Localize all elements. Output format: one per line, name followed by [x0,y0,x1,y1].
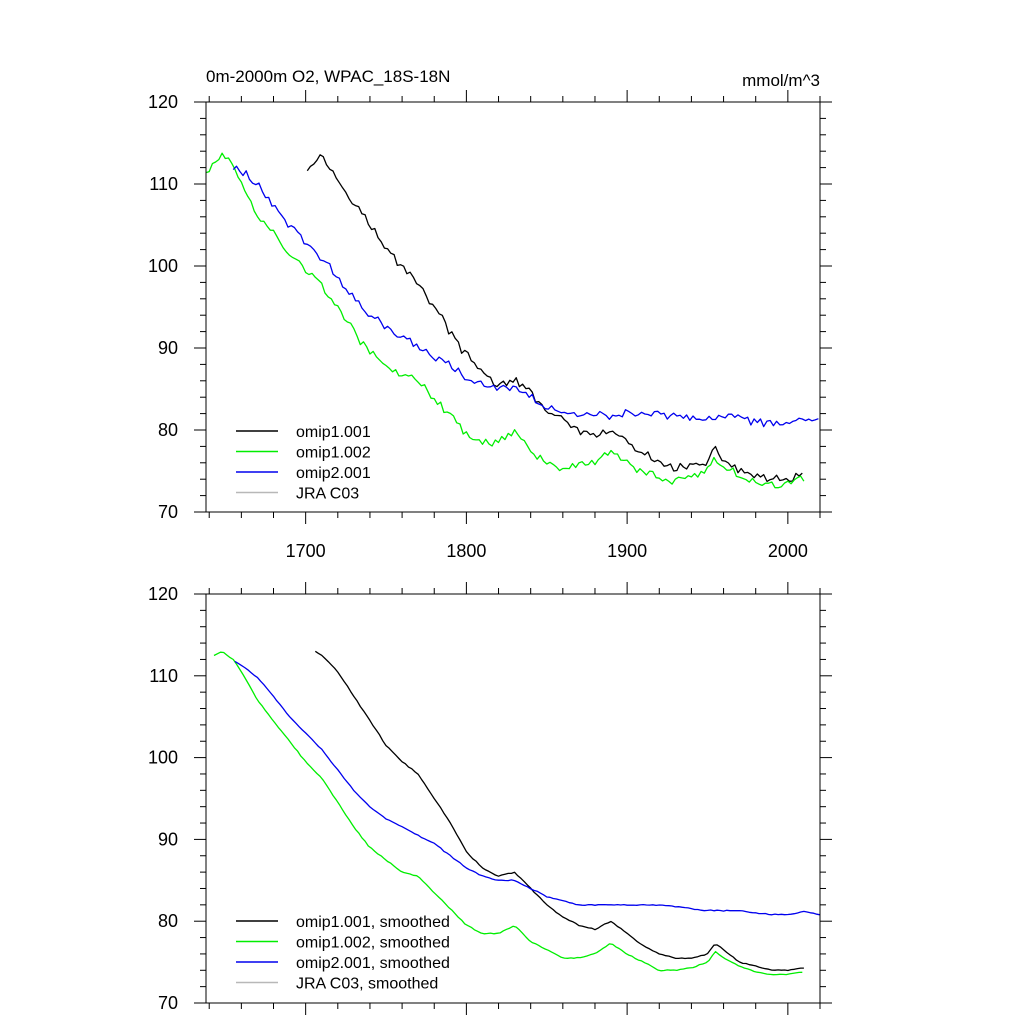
y-tick-label: 120 [148,92,178,112]
series-line [213,651,803,976]
y-tick-label: 90 [158,338,178,358]
legend-label: omip1.002 [296,445,371,462]
x-tick-label: 2000 [768,541,808,561]
y-tick-label: 110 [149,174,178,194]
series-line [234,660,821,916]
legend-label: omip1.002, smoothed [296,935,450,952]
plot-frame [205,593,821,1004]
x-tick-label: 1800 [446,541,486,561]
plot-frame [205,101,821,513]
series-line [205,152,805,489]
legend-label: omip1.001, smoothed [296,914,450,931]
y-tick-label: 100 [148,748,178,768]
y-tick-label: 100 [148,256,178,276]
y-tick-label: 110 [149,666,178,686]
legend-label: omip2.001 [296,465,371,482]
y-tick-label: 70 [158,993,178,1013]
y-tick-label: 80 [158,420,178,440]
legend-label: omip2.001, smoothed [296,955,450,972]
series-line [232,165,819,428]
x-tick-label: 1900 [607,541,647,561]
chart-title: 0m-2000m O2, WPAC_18S-18N [206,67,450,86]
legend-label: JRA C03, smoothed [296,976,438,993]
x-tick-label: 1700 [286,541,326,561]
legend-label: omip1.001 [296,424,371,441]
units-label: mmol/m^3 [742,71,820,90]
series-line [314,650,804,972]
series-line [306,154,803,483]
legend: omip1.001 omip1.002 omip2.001 JRA C03 [236,424,371,503]
panel-raw: 70 80 90 100 110 120 1700 1800 1900 2000 omip1.001… [148,90,832,561]
y-tick-label: 80 [158,911,178,931]
y-tick-label: 90 [158,829,178,849]
y-tick-label: 120 [148,584,178,604]
legend-label: JRA C03 [296,486,359,503]
legend: omip1.001, smoothed omip1.002, smoothed om… [236,914,450,993]
y-tick-label: 70 [158,502,178,522]
